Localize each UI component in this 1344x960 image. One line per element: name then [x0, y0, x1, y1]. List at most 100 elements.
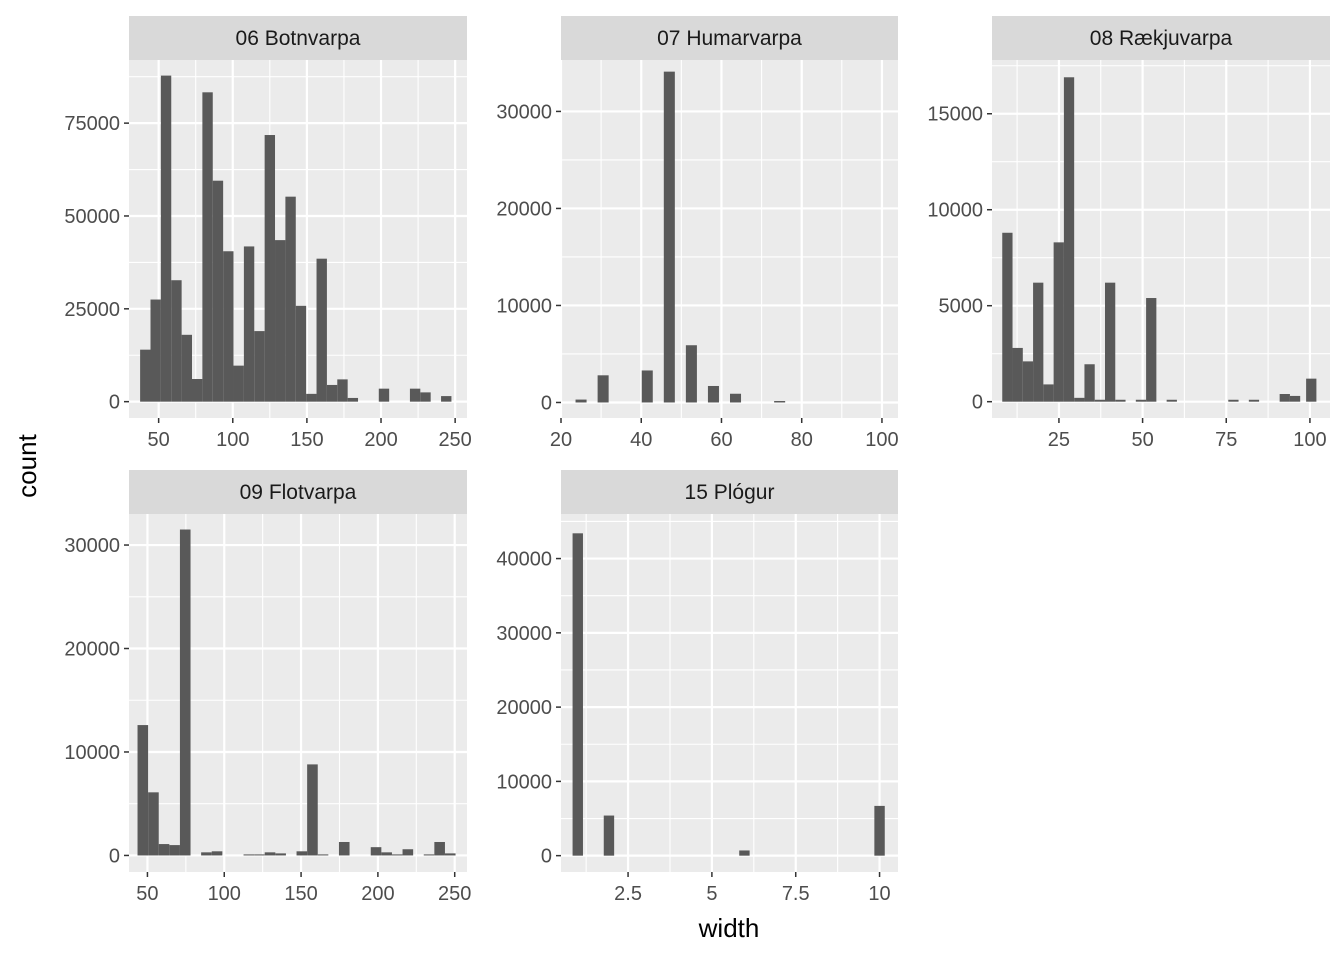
histogram-bar	[169, 845, 180, 856]
histogram-bar	[243, 854, 255, 856]
y-tick-label: 10000	[496, 295, 552, 317]
x-tick-label: 25	[1048, 429, 1070, 451]
histogram-bar	[441, 396, 452, 402]
y-tick-label: 20000	[496, 198, 552, 220]
histogram-bar	[1053, 242, 1064, 402]
histogram-bar	[1306, 378, 1317, 402]
histogram-bar	[1002, 232, 1013, 402]
x-tick-label: 40	[630, 429, 652, 451]
y-tick-label: 30000	[496, 101, 552, 123]
y-tick-label: 10000	[64, 742, 120, 764]
x-axis-title: width	[698, 913, 760, 943]
x-tick-label: 100	[865, 429, 898, 451]
facet-strip	[992, 16, 1330, 60]
histogram-bar	[1228, 399, 1239, 402]
histogram-bar	[150, 299, 161, 402]
y-tick-label: 10000	[927, 200, 983, 222]
histogram-bar	[874, 805, 885, 856]
histogram-bar	[707, 385, 719, 403]
histogram-bar	[275, 240, 286, 402]
x-tick-label: 50	[136, 883, 158, 905]
facet-panel: 06 Botnvarpa 50 100 150 200 250 0 25000 50000 750…	[64, 16, 472, 451]
histogram-bar	[663, 71, 675, 403]
x-tick-label: 250	[438, 429, 471, 451]
y-tick-label: 5000	[939, 296, 984, 318]
x-tick-label: 100	[1293, 429, 1326, 451]
histogram-bar	[347, 397, 359, 402]
histogram-bar	[326, 384, 338, 402]
facet-strip	[561, 16, 898, 60]
x-tick-label: 250	[438, 883, 471, 905]
histogram-bar	[1135, 399, 1147, 402]
histogram-bar	[137, 725, 149, 856]
histogram-bar	[243, 246, 255, 402]
histogram-bar	[264, 852, 276, 856]
histogram-bar	[597, 375, 609, 403]
facet-panel: 07 Humarvarpa 20 40 60 80 100 0 10000 20000 30000	[496, 16, 899, 451]
histogram-bar	[391, 854, 403, 856]
y-axis-title: count	[12, 433, 42, 497]
histogram-bar	[201, 852, 212, 856]
x-tick-label: 10	[868, 883, 890, 905]
histogram-bar	[381, 852, 392, 856]
histogram-bar	[409, 388, 421, 402]
histogram-bar	[402, 849, 414, 856]
histogram-bar	[275, 853, 286, 856]
y-tick-label: 20000	[496, 697, 552, 719]
histogram-bar	[444, 853, 456, 856]
histogram-bar	[254, 854, 265, 856]
histogram-bar	[316, 258, 327, 402]
y-tick-label: 50000	[64, 206, 120, 228]
histogram-bar	[1279, 394, 1290, 402]
y-tick-label: 0	[972, 392, 983, 414]
panel-background	[561, 60, 898, 418]
y-tick-label: 30000	[64, 535, 120, 557]
histogram-bar	[423, 854, 435, 856]
histogram-bar	[179, 529, 191, 856]
x-tick-label: 75	[1215, 429, 1237, 451]
y-tick-label: 75000	[64, 113, 120, 135]
x-tick-label: 2.5	[614, 883, 642, 905]
histogram-bar	[1063, 77, 1075, 402]
x-tick-label: 100	[216, 429, 249, 451]
histogram-bar	[1104, 282, 1116, 402]
histogram-bar	[285, 196, 296, 402]
histogram-bar	[1012, 347, 1023, 402]
histogram-bar	[233, 365, 244, 402]
histogram-bar	[420, 392, 431, 402]
histogram-bar	[603, 815, 615, 856]
histogram-bar	[1074, 397, 1085, 402]
histogram-bar	[295, 305, 307, 402]
facet-strip-label: 06 Botnvarpa	[236, 27, 361, 50]
histogram-bar	[317, 854, 329, 856]
histogram-bar	[1043, 384, 1054, 402]
facet-strip	[129, 470, 467, 514]
histogram-bar	[1248, 399, 1260, 402]
histogram-bar	[378, 388, 390, 402]
facet-panel: 15 Plógur 2.5 5 7.5 10 0 10000 20000 30000 40000	[496, 470, 898, 905]
histogram-bar	[1289, 395, 1301, 402]
y-tick-label: 0	[109, 845, 120, 867]
y-tick-label: 20000	[64, 639, 120, 661]
histogram-bar	[1115, 399, 1126, 402]
histogram-bar	[572, 533, 583, 856]
histogram-bar	[306, 393, 317, 402]
y-tick-label: 30000	[496, 623, 552, 645]
x-tick-label: 150	[284, 883, 317, 905]
x-tick-label: 20	[550, 429, 572, 451]
histogram-bar	[296, 851, 308, 856]
histogram-bar	[575, 399, 587, 403]
y-tick-label: 0	[109, 392, 120, 414]
y-tick-label: 25000	[64, 299, 120, 321]
histogram-bar	[211, 851, 223, 856]
x-tick-label: 60	[710, 429, 732, 451]
x-tick-label: 80	[791, 429, 813, 451]
facet-strip-label: 07 Humarvarpa	[657, 27, 802, 50]
histogram-bar	[739, 850, 750, 856]
facet-panel: 08 Rækjuvarpa 25 50 75 100 0 5000 10000 15000	[927, 16, 1330, 451]
histogram-bar	[264, 135, 276, 402]
histogram-bar	[202, 92, 213, 402]
histogram-bar	[370, 847, 382, 856]
histogram-bar	[1033, 282, 1044, 402]
